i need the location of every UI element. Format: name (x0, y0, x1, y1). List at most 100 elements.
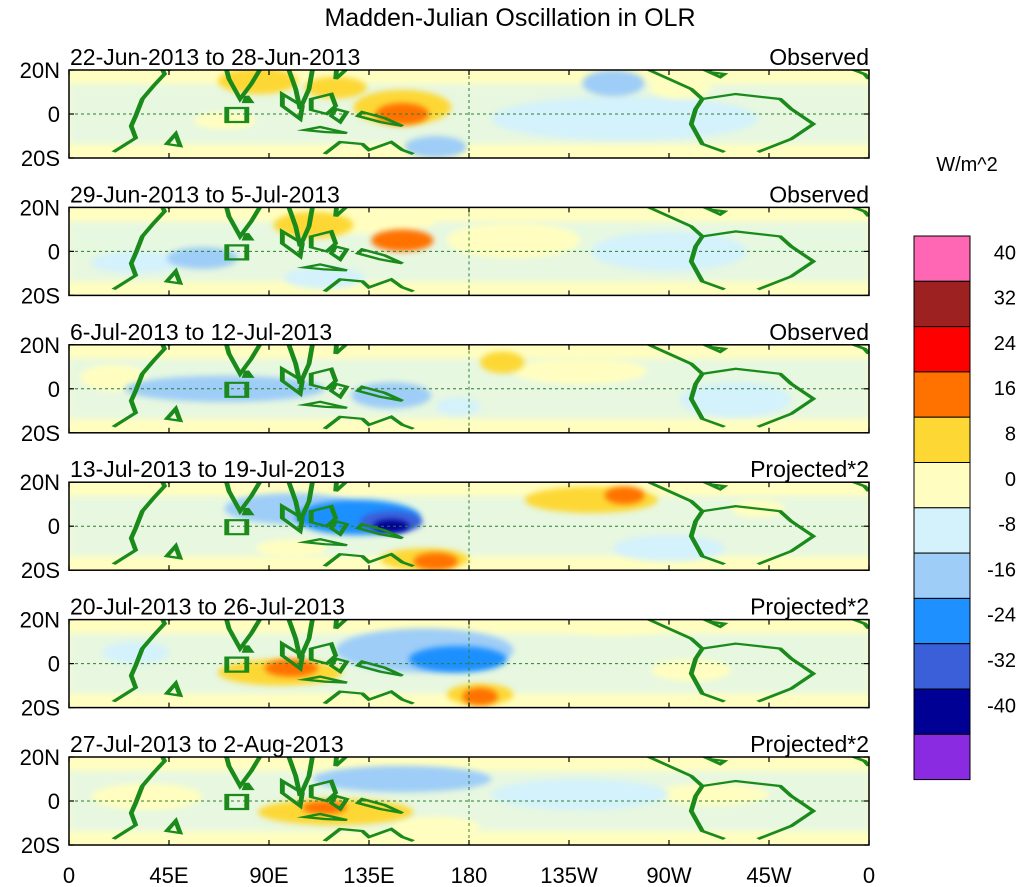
colorbar-swatch (913, 643, 971, 690)
colorbar-swatch (913, 326, 971, 373)
map-panel: 20N 0 20S 6-Jul-2013 to 12-Jul-2013 Observed (20, 319, 870, 446)
colorbar-swatch (913, 280, 971, 328)
olr-anomaly-region (680, 382, 792, 418)
colorbar: W/m^2 40 32 24 16 8 0 -8 -16 -24 -32 -40 (913, 154, 1016, 781)
colorbar-level-label: 16 (994, 378, 1016, 400)
colorbar-level-label: -32 (987, 650, 1016, 672)
olr-anomaly-region (649, 76, 712, 99)
y-tick-label: 20N (20, 608, 60, 633)
y-tick-label: 20S (21, 283, 60, 308)
colorbar-swatch (913, 733, 971, 781)
olr-anomaly-region (391, 816, 481, 839)
x-tick-label: 45E (149, 863, 188, 887)
olr-anomaly-region (404, 136, 467, 158)
olr-anomaly-region (491, 779, 669, 810)
y-tick-label: 20N (20, 58, 60, 83)
colorbar-swatch (913, 235, 971, 282)
olr-anomaly-region (604, 486, 645, 505)
panel-type: Projected*2 (750, 594, 869, 620)
olr-anomaly-region (582, 70, 645, 97)
olr-anomaly-region (255, 539, 327, 557)
olr-anomaly-region (446, 222, 581, 258)
olr-anomaly-region (480, 351, 525, 374)
x-tick-label: 135E (343, 863, 394, 887)
olr-anomaly-region (80, 364, 147, 391)
colorbar-level-label: 0 (1005, 469, 1016, 491)
colorbar-level-label: 24 (994, 333, 1016, 355)
y-tick-label: 0 (48, 377, 60, 402)
olr-anomaly-region (91, 783, 203, 810)
colorbar-swatch (913, 552, 971, 599)
map-panel: 20N 0 20S 22-Jun-2013 to 28-Jun-2013 Observe… (20, 44, 870, 171)
y-tick-label: 20S (21, 696, 60, 721)
colorbar-swatch (913, 462, 971, 509)
panel-period: 27-Jul-2013 to 2-Aug-2013 (70, 731, 344, 757)
olr-anomaly-region (491, 96, 758, 141)
olr-anomaly-region (166, 247, 238, 269)
y-tick-label: 0 (48, 652, 60, 677)
olr-anomaly-region (513, 358, 647, 385)
panel-period: 13-Jul-2013 to 19-Jul-2013 (70, 456, 345, 482)
olr-anomaly-region (284, 266, 365, 289)
y-tick-label: 0 (48, 789, 60, 814)
map-panel: 20N 0 20S 27-Jul-2013 to 2-Aug-2013 Projecte… (20, 731, 870, 858)
y-tick-label: 20N (20, 333, 60, 358)
colorbar-swatch (913, 416, 971, 464)
y-tick-label: 20S (21, 833, 60, 858)
x-tick-label: 0 (63, 863, 75, 887)
colorbar-level-label: -40 (987, 695, 1016, 717)
y-tick-label: 20N (20, 745, 60, 770)
panel-type: Observed (769, 319, 869, 345)
colorbar-level-label: 32 (994, 288, 1016, 310)
map-panel: 20N 0 20S 13-Jul-2013 to 19-Jul-2013 Project… (20, 456, 870, 583)
map-panel: 20N 0 20S 20-Jul-2013 to 26-Jul-2013 Project… (20, 594, 870, 721)
olr-anomaly-region (413, 552, 458, 571)
olr-anomaly-region (313, 765, 492, 793)
y-tick-label: 0 (48, 514, 60, 539)
olr-anomaly-region (102, 641, 169, 664)
panel-type: Projected*2 (750, 731, 869, 757)
x-tick-label: 135W (540, 863, 598, 887)
y-tick-label: 20N (20, 195, 60, 220)
y-tick-label: 20S (21, 558, 60, 583)
colorbar-swatch (913, 507, 971, 554)
colorbar-swatch (913, 371, 971, 418)
olr-anomaly-region (409, 646, 507, 673)
olr-anomaly-region (462, 687, 498, 706)
olr-anomaly-region (435, 397, 481, 416)
panel-type: Observed (769, 44, 869, 70)
olr-anomaly-region (371, 229, 434, 252)
colorbar-swatch (913, 597, 971, 645)
panel-period: 22-Jun-2013 to 28-Jun-2013 (70, 44, 360, 70)
colorbar-level-label: -16 (987, 559, 1016, 581)
chart-title: Madden-Julian Oscillation in OLR (324, 4, 695, 32)
map-panel: 20N 0 20S 29-Jun-2013 to 5-Jul-2013 Observed (20, 181, 870, 308)
map-panels: 20N 0 20S 22-Jun-2013 to 28-Jun-2013 Observe… (20, 44, 870, 858)
panel-period: 6-Jul-2013 to 12-Jul-2013 (70, 319, 332, 345)
olr-anomaly-region (304, 76, 367, 99)
y-tick-label: 20N (20, 470, 60, 495)
x-tick-label: 0 (863, 863, 875, 887)
x-tick-label: 90E (249, 863, 288, 887)
olr-anomaly-region (613, 535, 725, 562)
olr-anomaly-region (217, 70, 298, 95)
x-axis: 0 45E 90E 135E 180 135W 90W 45W 0 (63, 863, 875, 887)
y-tick-label: 0 (48, 102, 60, 127)
olr-anomaly-region (91, 251, 181, 274)
olr-anomaly-region (557, 619, 669, 635)
x-tick-label: 90W (646, 863, 691, 887)
x-tick-label: 45W (746, 863, 791, 887)
x-tick-label: 180 (451, 863, 488, 887)
panel-type: Projected*2 (750, 456, 869, 482)
y-tick-label: 0 (48, 239, 60, 264)
colorbar-level-label: -8 (998, 514, 1016, 536)
colorbar-swatch (913, 688, 971, 735)
y-tick-label: 20S (21, 421, 60, 446)
colorbar-level-label: -24 (987, 605, 1016, 627)
olr-anomaly-region (657, 783, 769, 806)
olr-anomaly-region (373, 519, 409, 533)
colorbar-level-label: 40 (994, 242, 1016, 264)
panel-type: Observed (769, 181, 869, 207)
panel-period: 29-Jun-2013 to 5-Jul-2013 (70, 181, 340, 207)
